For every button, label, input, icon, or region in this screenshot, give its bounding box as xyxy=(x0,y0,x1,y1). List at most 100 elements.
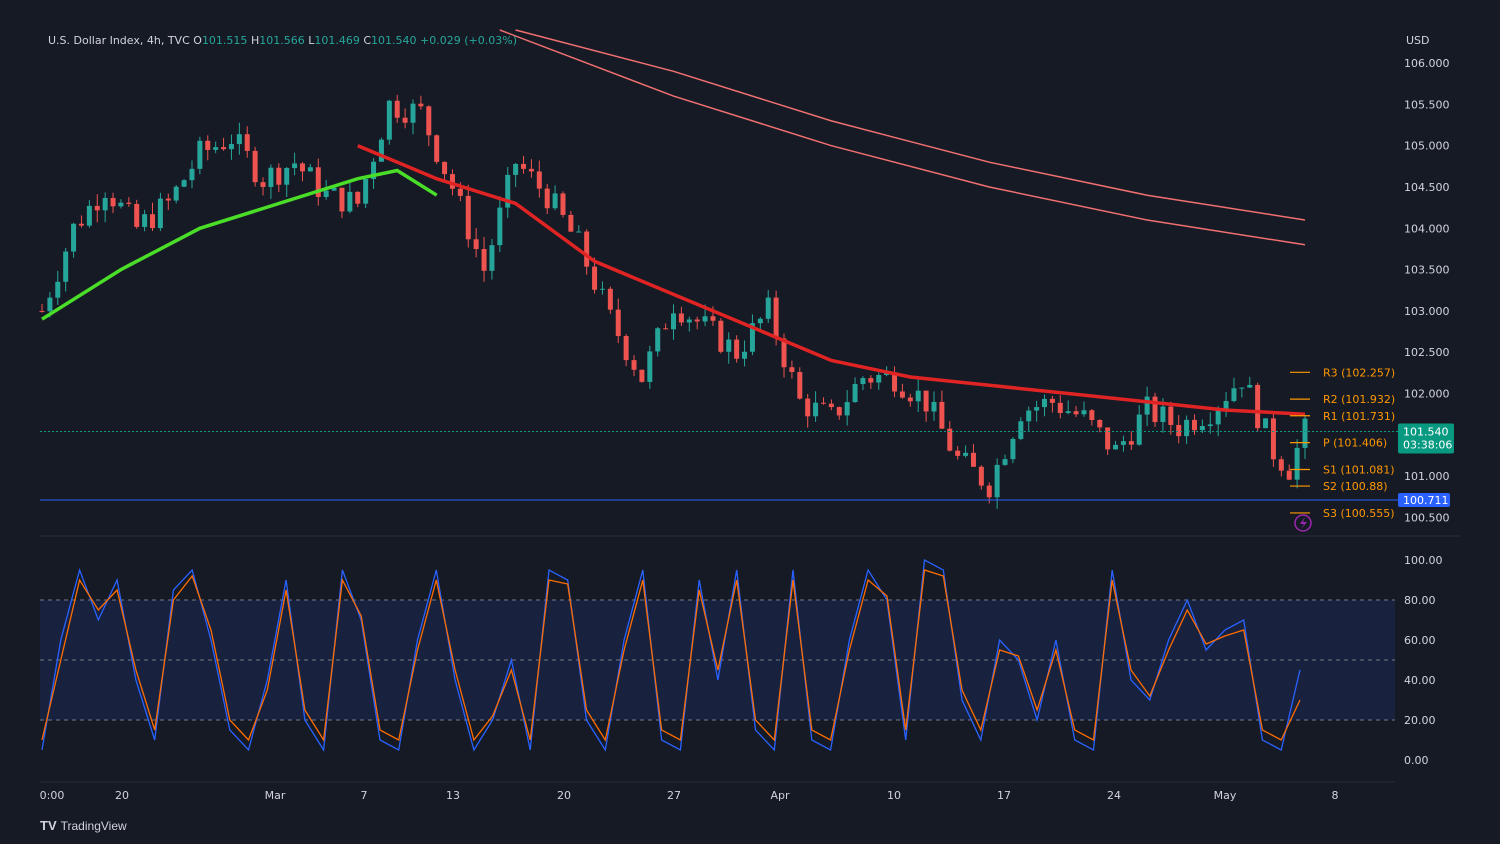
low-value: 101.469 xyxy=(314,34,360,47)
candle xyxy=(1168,401,1174,435)
candle-body xyxy=(1073,411,1079,415)
candle-body xyxy=(205,140,211,150)
candle-body xyxy=(1278,459,1284,471)
candle-body xyxy=(110,197,116,207)
candle-body xyxy=(505,174,511,208)
candle-body xyxy=(513,163,519,175)
candle-body xyxy=(1128,441,1134,445)
candle xyxy=(1136,405,1142,446)
candle-body xyxy=(757,318,763,324)
candle-body xyxy=(102,197,108,211)
candle xyxy=(805,393,811,428)
candle-body xyxy=(126,202,132,204)
candle xyxy=(1113,440,1119,450)
candle-body xyxy=(189,168,195,181)
candle xyxy=(1152,392,1158,427)
candle xyxy=(631,355,637,377)
candle xyxy=(197,136,203,175)
candle-body xyxy=(623,336,629,361)
candle xyxy=(418,95,424,110)
candle-body xyxy=(907,397,913,402)
candle-body xyxy=(765,297,771,319)
candle xyxy=(915,378,921,413)
candle xyxy=(899,383,905,399)
candle-body xyxy=(434,135,440,162)
candle-body xyxy=(1120,441,1126,445)
time-tick-label: 27 xyxy=(667,789,681,802)
candle-body xyxy=(986,485,992,498)
candle xyxy=(142,209,148,232)
candle xyxy=(55,270,61,305)
candle xyxy=(1247,376,1253,388)
candle xyxy=(1191,414,1197,435)
candle-body xyxy=(592,266,598,290)
candle xyxy=(1223,392,1229,417)
candle xyxy=(963,445,969,458)
candle-body xyxy=(805,398,811,417)
candle-body xyxy=(1144,396,1150,415)
candle-body xyxy=(252,150,258,183)
candle-body xyxy=(1302,418,1308,448)
candle xyxy=(639,369,645,383)
candle xyxy=(694,316,700,330)
candle xyxy=(1199,419,1205,434)
candle-body xyxy=(726,339,732,352)
candle xyxy=(592,257,598,294)
candle-body xyxy=(813,402,819,417)
candle-body xyxy=(63,251,69,282)
candle xyxy=(789,360,795,379)
close-value: 101.540 xyxy=(371,34,417,47)
candle-body xyxy=(197,140,203,169)
lightning-icon xyxy=(1294,514,1312,532)
candle xyxy=(1089,408,1095,426)
candle xyxy=(1105,427,1111,455)
candle xyxy=(1144,386,1150,427)
candle-body xyxy=(1231,388,1237,402)
candle-body xyxy=(1113,444,1119,450)
candle xyxy=(576,225,582,233)
candle xyxy=(860,376,866,391)
candle-body xyxy=(299,163,305,172)
candle xyxy=(268,164,274,199)
candle xyxy=(765,290,771,323)
candle xyxy=(181,179,187,188)
candle xyxy=(726,332,732,364)
candle-body xyxy=(489,245,495,271)
candle xyxy=(276,163,282,192)
candle-body xyxy=(915,390,921,402)
open-value: 101.515 xyxy=(201,34,248,47)
candle-body xyxy=(173,186,179,201)
candle-body xyxy=(1223,401,1229,410)
candle-body xyxy=(165,198,171,201)
candle xyxy=(150,202,156,232)
candle xyxy=(521,155,527,174)
candle xyxy=(489,239,495,280)
candle xyxy=(718,318,724,354)
candle xyxy=(363,178,369,209)
candle-body xyxy=(584,231,590,267)
candle-body xyxy=(402,117,408,123)
candle xyxy=(931,391,937,421)
candle xyxy=(1057,395,1063,419)
tradingview-brand[interactable]: TV TradingView xyxy=(40,818,127,833)
stoch-k-line xyxy=(41,558,1301,752)
candle xyxy=(1081,401,1087,417)
time-tick-label: 10 xyxy=(887,789,901,802)
candle xyxy=(355,191,361,208)
candle xyxy=(1018,417,1024,441)
candle-body xyxy=(118,202,124,207)
candle xyxy=(686,316,692,332)
candle-body xyxy=(355,191,361,204)
candle-body xyxy=(260,182,266,187)
candle-body xyxy=(1026,410,1032,422)
last-price-tag xyxy=(1398,423,1454,454)
candle xyxy=(213,141,219,154)
candle xyxy=(252,146,258,187)
pivot-label: R3 (102.257) xyxy=(1323,366,1395,379)
change-value: +0.029 (+0.03%) xyxy=(420,34,517,47)
candle xyxy=(836,406,842,420)
candle xyxy=(868,375,874,390)
candle xyxy=(1073,406,1079,418)
close-label: C xyxy=(363,34,372,47)
